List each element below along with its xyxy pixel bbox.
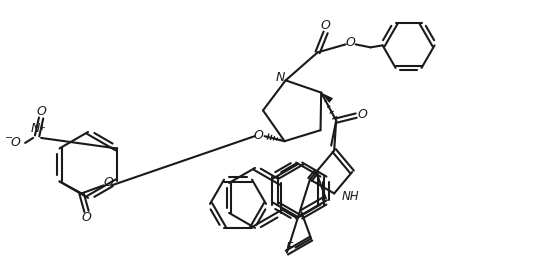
Text: O: O [36, 105, 46, 119]
Text: O: O [82, 211, 91, 224]
Text: N: N [276, 71, 285, 84]
Polygon shape [321, 93, 333, 103]
Text: +: + [38, 123, 45, 132]
Text: O: O [346, 36, 356, 49]
Text: O: O [10, 136, 20, 150]
Text: O: O [321, 19, 330, 32]
Text: O: O [357, 108, 367, 121]
Text: −: − [5, 133, 13, 143]
Text: O: O [103, 176, 114, 189]
Text: F: F [286, 241, 293, 254]
Text: O: O [253, 129, 264, 142]
Text: N: N [31, 122, 40, 135]
Text: NH: NH [342, 190, 360, 203]
